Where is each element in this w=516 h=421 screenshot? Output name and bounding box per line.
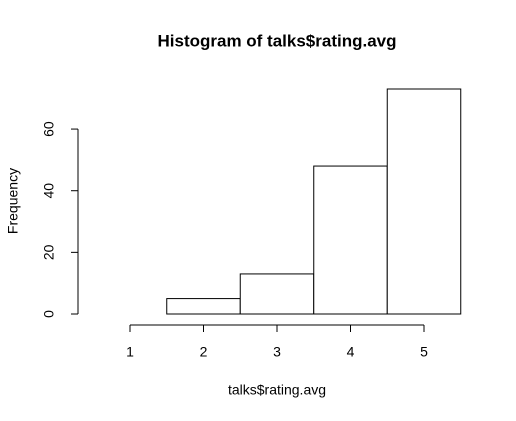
y-tick-label: 0 xyxy=(41,310,57,318)
y-axis-label: Frequency xyxy=(5,168,21,234)
x-tick-label: 4 xyxy=(347,344,355,360)
y-tick-label: 40 xyxy=(41,183,57,199)
x-axis-label: talks$rating.avg xyxy=(228,382,326,398)
chart-title: Histogram of talks$rating.avg xyxy=(157,31,396,50)
y-tick-label: 60 xyxy=(41,121,57,137)
bar xyxy=(313,165,388,315)
x-tick-label: 5 xyxy=(420,344,428,360)
bar xyxy=(386,88,462,315)
x-tick-label: 2 xyxy=(200,344,208,360)
bar xyxy=(166,298,241,315)
x-tick-label: 1 xyxy=(126,344,134,360)
y-tick-label: 20 xyxy=(41,244,57,260)
bar xyxy=(239,273,315,315)
x-tick-label: 3 xyxy=(273,344,281,360)
